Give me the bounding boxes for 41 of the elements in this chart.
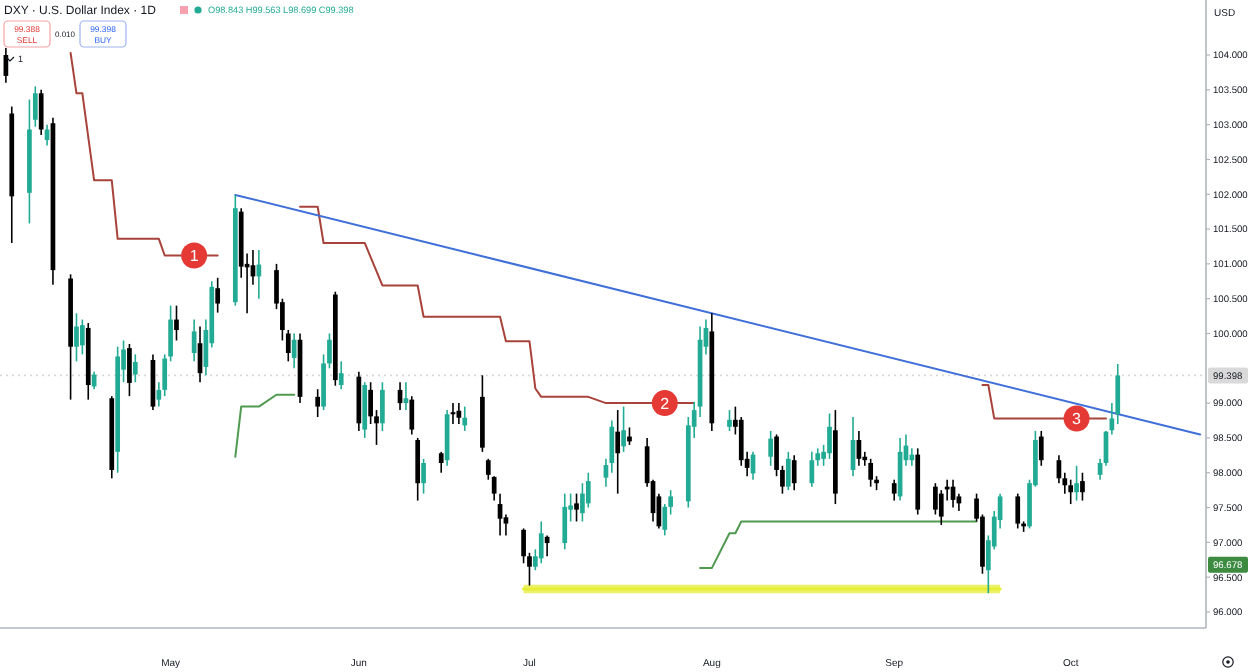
candlestick: [727, 409, 732, 432]
annotation: 2: [660, 394, 671, 413]
candlestick: [409, 395, 415, 436]
candlestick: [215, 277, 221, 314]
candlestick: [785, 451, 791, 491]
candlestick: [415, 437, 421, 502]
line-series: [299, 205, 696, 405]
candlestick: [421, 458, 426, 495]
candlestick: [174, 304, 179, 342]
candlestick: [438, 451, 444, 474]
candlestick: [80, 318, 85, 356]
line-series: [69, 51, 219, 257]
candlestick: [127, 343, 132, 397]
candlestick: [615, 409, 621, 495]
candlestick: [574, 492, 579, 523]
candlestick: [1068, 478, 1074, 505]
candlestick: [1038, 430, 1044, 467]
annotation: 1: [189, 247, 200, 266]
candlestick: [621, 405, 626, 453]
candlestick: [1074, 464, 1079, 502]
candlestick: [315, 388, 321, 418]
candlestick: [338, 360, 344, 390]
candlestick: [891, 478, 897, 502]
candlestick: [1015, 492, 1021, 530]
candlestick: [868, 458, 874, 488]
candlestick: [827, 412, 832, 460]
candlestick: [74, 312, 79, 363]
candlestick: [362, 381, 368, 439]
candlestick: [538, 520, 544, 565]
candlestick: [791, 454, 797, 491]
candlestick: [132, 353, 138, 384]
candlestick: [380, 381, 385, 432]
candlestick: [562, 492, 568, 551]
annotation: 3: [1072, 410, 1083, 429]
candlestick: [1080, 471, 1085, 502]
candlestick: [768, 430, 774, 467]
candlestick: [38, 89, 44, 136]
candlestick: [462, 405, 468, 432]
candlestick: [809, 451, 815, 488]
candlestick: [256, 249, 262, 300]
candlestick: [44, 123, 50, 147]
